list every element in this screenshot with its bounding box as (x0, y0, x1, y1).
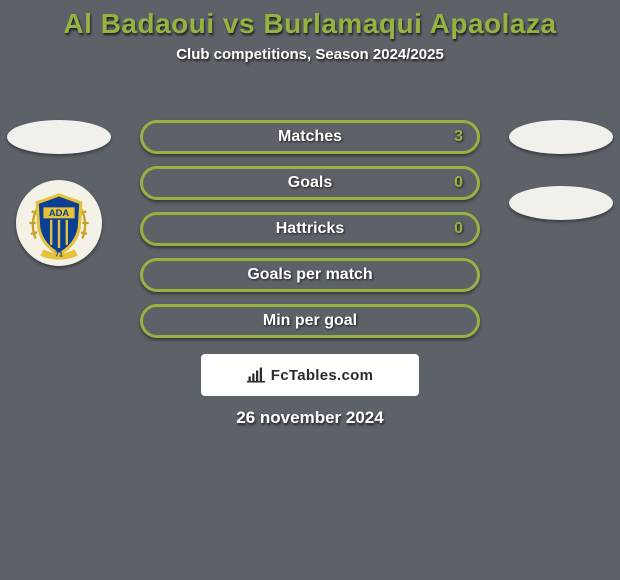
club-badge-icon: ADA 71 (20, 184, 98, 262)
stat-pill-goals-per-match: Goals per match (140, 258, 480, 292)
team-indicator-ellipse (509, 186, 613, 220)
page-date: 26 november 2024 (0, 408, 620, 428)
right-indicator-column (506, 120, 616, 220)
stats-pill-list: Matches 3 Goals 0 Hattricks 0 Goals per … (140, 120, 480, 338)
stat-label: Goals (288, 174, 332, 192)
team-indicator-ellipse (509, 120, 613, 154)
attribution-box: FcTables.com (201, 354, 419, 396)
stat-label: Min per goal (263, 312, 357, 330)
stat-pill-min-per-goal: Min per goal (140, 304, 480, 338)
stat-pill-matches: Matches 3 (140, 120, 480, 154)
stat-pill-goals: Goals 0 (140, 166, 480, 200)
page-title: Al Badaoui vs Burlamaqui Apaolaza (0, 8, 620, 40)
content-root: Al Badaoui vs Burlamaqui Apaolaza Club c… (0, 0, 620, 580)
team-crest-left: ADA 71 (16, 180, 102, 266)
crest-banner-text: ADA (49, 208, 69, 218)
attribution-text: FcTables.com (271, 367, 374, 384)
team-indicator-ellipse (7, 120, 111, 154)
stat-pill-hattricks: Hattricks 0 (140, 212, 480, 246)
crest-ribbon-text: 71 (55, 252, 63, 259)
stat-value-right: 3 (454, 128, 463, 146)
stat-label: Goals per match (247, 266, 372, 284)
stat-value-right: 0 (454, 174, 463, 192)
stat-label: Matches (278, 128, 342, 146)
bar-chart-icon (247, 366, 265, 384)
stat-value-right: 0 (454, 220, 463, 238)
stat-label: Hattricks (276, 220, 344, 238)
left-indicator-column: ADA 71 (4, 120, 114, 266)
page-subtitle: Club competitions, Season 2024/2025 (0, 46, 620, 63)
